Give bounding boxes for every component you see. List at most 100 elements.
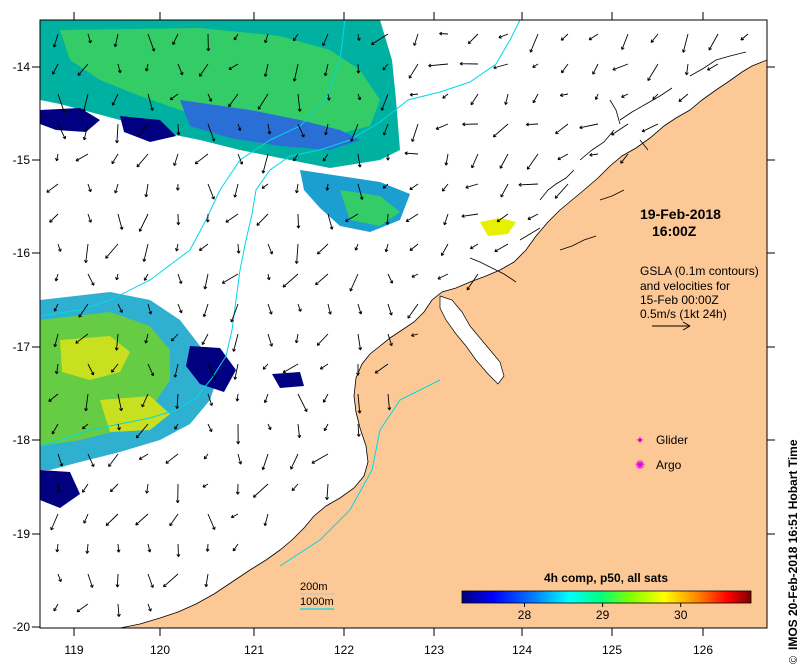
velocity-arrow (177, 303, 183, 314)
velocity-arrow (707, 63, 719, 71)
glider-icon: ✦ (635, 435, 644, 447)
velocity-arrow (612, 63, 629, 71)
velocity-arrow (114, 183, 119, 194)
velocity-arrow (405, 213, 419, 222)
velocity-arrow (356, 423, 361, 437)
velocity-arrow (236, 243, 241, 254)
velocity-arrow (441, 183, 449, 192)
velocity-arrow (136, 153, 149, 168)
velocity-arrow (297, 303, 302, 312)
gsla-text-1: GSLA (0.1m contours) (640, 264, 759, 278)
velocity-arrow (57, 93, 66, 114)
velocity-arrow (267, 423, 272, 431)
velocity-arrow (327, 213, 334, 230)
velocity-arrow (147, 33, 156, 52)
gsla-text-3: 15-Feb 00:00Z (640, 293, 719, 307)
velocity-arrow (263, 63, 269, 77)
velocity-arrow (407, 303, 419, 319)
velocity-arrow (294, 183, 299, 194)
velocity-arrow (177, 273, 183, 285)
velocity-arrow (357, 303, 363, 315)
velocity-arrow (559, 93, 569, 98)
velocity-arrow (84, 243, 89, 264)
velocity-arrow (114, 333, 119, 351)
velocity-arrow (466, 273, 479, 291)
velocity-arrow (357, 183, 364, 200)
velocity-arrow (371, 33, 389, 45)
velocity-arrow (498, 33, 509, 39)
velocity-arrow (294, 243, 299, 264)
velocity-arrow (111, 93, 119, 106)
velocity-arrow (175, 183, 180, 191)
velocity-arrow (382, 183, 389, 189)
velocity-arrow (467, 33, 479, 45)
lon-tick-label: 125 (602, 643, 622, 657)
velocity-arrow (221, 273, 239, 284)
velocity-arrow (232, 333, 239, 352)
copyright-icon: © (788, 656, 800, 664)
velocity-arrow (435, 123, 449, 130)
velocity-arrow (518, 182, 539, 187)
velocity-arrow (83, 513, 89, 524)
lon-tick-label: 121 (244, 643, 264, 657)
gsla-text-4: 0.5m/s (1kt 24h) (640, 307, 727, 321)
velocity-arrow (147, 603, 152, 612)
velocity-arrow (175, 243, 179, 252)
velocity-arrow (380, 93, 389, 111)
velocity-arrow (357, 333, 363, 351)
velocity-arrow (465, 183, 479, 189)
velocity-arrow (232, 543, 239, 552)
velocity-arrow (494, 243, 509, 253)
velocity-arrow (387, 333, 393, 347)
velocity-arrow (75, 153, 89, 162)
velocity-arrow (326, 93, 331, 101)
velocity-arrow (143, 273, 149, 281)
velocity-arrow (199, 63, 209, 77)
glider-label: Glider (656, 433, 688, 447)
velocity-arrow (169, 93, 179, 101)
velocity-arrow (267, 333, 274, 347)
velocity-arrow (46, 183, 59, 193)
velocity-arrow (641, 123, 659, 133)
velocity-arrow (471, 153, 479, 169)
velocity-arrow (165, 453, 179, 464)
velocity-arrow (173, 153, 179, 166)
velocity-arrow (504, 93, 509, 106)
velocity-arrow (297, 423, 302, 439)
velocity-arrow (293, 153, 299, 162)
lon-tick-label: 123 (424, 643, 444, 657)
velocity-arrow (117, 63, 122, 74)
velocity-arrow (678, 93, 689, 102)
velocity-arrow (323, 63, 329, 77)
argo-icon: ✺ (635, 458, 645, 472)
velocity-arrow (237, 453, 243, 465)
velocity-arrow (116, 603, 121, 617)
lon-tick-label: 120 (150, 643, 170, 657)
velocity-arrow (117, 213, 124, 230)
velocity-arrow (77, 63, 89, 76)
velocity-arrow (297, 93, 302, 112)
velocity-arrow (81, 483, 89, 493)
colorbar-title: 4h comp, p50, all sats (544, 571, 668, 585)
velocity-arrow (87, 363, 95, 376)
velocity-arrow (297, 123, 305, 138)
velocity-arrow (203, 273, 209, 290)
velocity-arrow (382, 123, 389, 136)
velocity-arrow (115, 573, 120, 588)
velocity-arrow (459, 61, 479, 66)
velocity-arrow (297, 393, 308, 412)
land-mass (119, 59, 767, 628)
velocity-arrow (267, 243, 274, 255)
velocity-arrow (176, 213, 181, 226)
velocity-arrow (147, 363, 155, 377)
velocity-arrow (357, 153, 362, 168)
velocity-arrow (357, 393, 362, 414)
velocity-arrow (316, 243, 329, 255)
velocity-arrow (176, 543, 181, 558)
velocity-arrow (82, 123, 89, 141)
lat-tick-label: -18 (13, 433, 31, 447)
velocity-arrow (206, 33, 211, 52)
velocity-arrow (205, 213, 210, 223)
velocity-arrow (323, 423, 329, 432)
velocity-arrow (117, 393, 123, 412)
